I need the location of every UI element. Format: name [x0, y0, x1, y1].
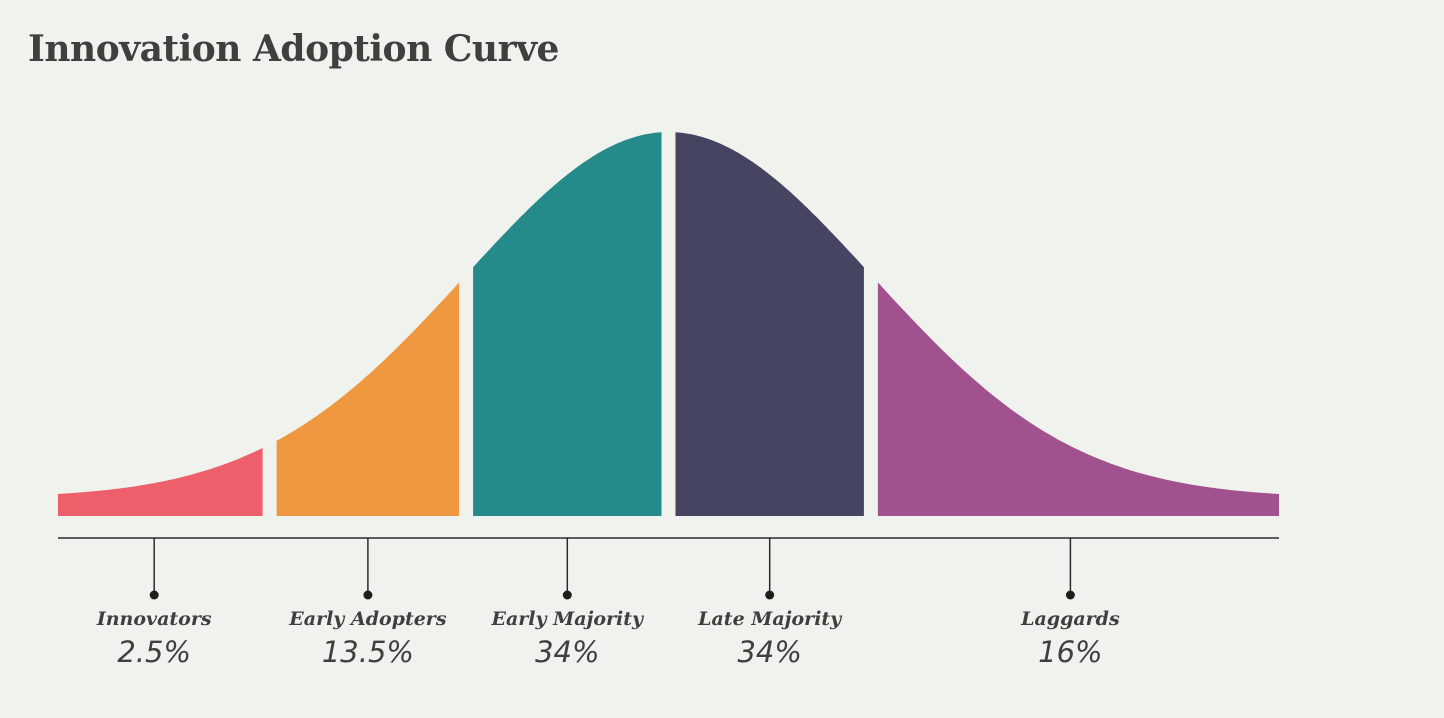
segment-late-majority: [675, 132, 864, 516]
value-label-innovators: 2.5%: [117, 635, 191, 669]
category-labels: Innovators 2.5% Early Adopters 13.5% Early M…: [96, 608, 1120, 669]
category-label-laggards: Laggards: [1020, 608, 1120, 630]
category-markers: [149, 538, 1075, 600]
dot-late-majority: [765, 590, 775, 600]
dot-laggards: [1065, 590, 1075, 600]
category-label-early-majority: Early Majority: [490, 608, 645, 630]
dot-early-adopters: [363, 590, 373, 600]
category-label-innovators: Innovators: [96, 608, 212, 630]
category-label-early-adopters: Early Adopters: [288, 608, 447, 630]
chart-title: Innovation Adoption Curve: [28, 28, 559, 70]
value-label-laggards: 16%: [1038, 635, 1102, 669]
category-label-late-majority: Late Majority: [697, 608, 843, 630]
dot-innovators: [149, 590, 159, 600]
segment-early-majority: [473, 132, 662, 516]
dot-early-majority: [562, 590, 572, 600]
value-label-early-adopters: 13.5%: [322, 635, 414, 669]
curve-segments: [58, 132, 1279, 516]
value-label-early-majority: 34%: [535, 635, 599, 669]
segment-early-adopters: [276, 282, 460, 516]
segment-laggards: [877, 282, 1279, 516]
value-label-late-majority: 34%: [737, 635, 801, 669]
segment-innovators: [58, 448, 263, 516]
